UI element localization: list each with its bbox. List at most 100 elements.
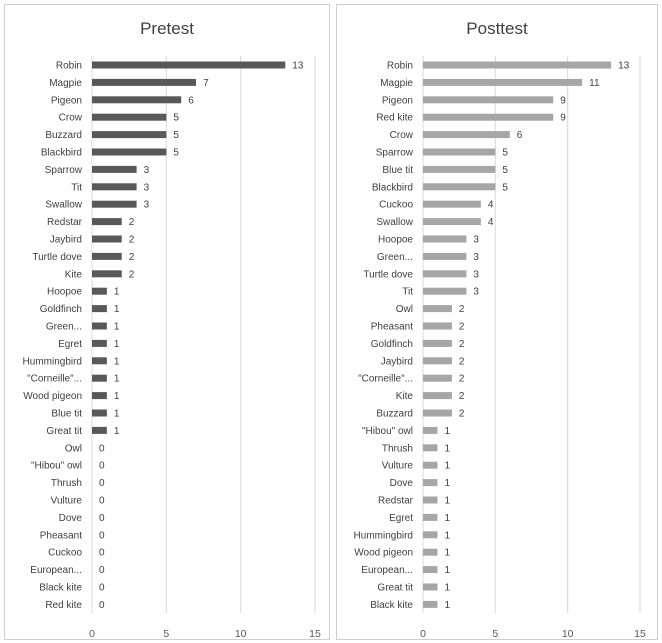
category-label: Magpie — [49, 78, 82, 89]
posttest-chart-panel: Posttest 0 5 10 15 Robin 13 Magpie 11 Pigeon 9 Red… — [336, 4, 658, 640]
category-label: Turtle dove — [363, 269, 413, 280]
data-label: 2 — [129, 252, 135, 263]
bar-jaybird — [92, 235, 122, 243]
data-label: 2 — [459, 356, 465, 367]
data-label: 0 — [99, 496, 105, 507]
bar-great-tit — [423, 583, 438, 591]
category-label: Redstar — [378, 496, 414, 507]
bar-thrush — [423, 444, 438, 452]
bar-goldfinch — [92, 305, 107, 313]
category-label: Swallow — [376, 217, 413, 228]
category-label: Black kite — [39, 583, 82, 594]
category-label: Egret — [58, 339, 82, 350]
x-tick-label: 5 — [163, 628, 169, 640]
data-label: 1 — [444, 478, 450, 489]
bar-cuckoo — [423, 200, 481, 208]
category-label: Vulture — [382, 461, 414, 472]
pretest-chart-panel: Pretest 0 5 10 15 Robin 13 Magpie 7 Pigeon 6 Crow 5… — [4, 4, 330, 640]
data-label: 6 — [188, 95, 194, 106]
data-label: 1 — [444, 513, 450, 524]
bar-magpie — [92, 78, 197, 86]
category-label: Goldfinch — [371, 339, 413, 350]
bar-blackbird — [92, 148, 167, 156]
data-label: 2 — [459, 409, 465, 420]
bar-blue-tit — [92, 409, 107, 417]
x-tick-label: 15 — [309, 628, 321, 640]
data-label: 3 — [144, 200, 150, 211]
data-label: 3 — [144, 182, 150, 193]
bar-swallow — [423, 218, 481, 226]
category-label: Blackbird — [372, 182, 413, 193]
bar-turtle-dove — [92, 252, 122, 260]
data-label: 3 — [473, 252, 479, 263]
bar-red-kite — [423, 113, 554, 121]
data-label: 1 — [114, 391, 120, 402]
category-label: Great tit — [377, 583, 413, 594]
category-label: Cuckoo — [379, 200, 413, 211]
data-label: 0 — [99, 565, 105, 576]
category-label: Buzzard — [376, 409, 413, 420]
bar-vulture — [423, 461, 438, 469]
data-label: 1 — [114, 322, 120, 333]
bar-robin — [423, 61, 612, 69]
bar-wood-pigeon — [92, 392, 107, 400]
data-label: 1 — [444, 461, 450, 472]
category-label: Hummingbird — [354, 530, 413, 541]
data-label: 1 — [444, 530, 450, 541]
category-label: Jaybird — [381, 356, 413, 367]
category-label: Owl — [65, 443, 82, 454]
data-label: 5 — [502, 148, 508, 159]
bar-black-kite — [423, 600, 438, 608]
category-label: Tit — [71, 182, 82, 193]
bar-crow — [423, 131, 510, 139]
category-label: Dove — [59, 513, 83, 524]
data-label: 1 — [114, 426, 120, 437]
category-label: Robin — [56, 61, 82, 72]
data-label: 1 — [444, 548, 450, 559]
data-label: 5 — [173, 130, 179, 141]
bar-redstar — [423, 496, 438, 504]
bar-owl — [423, 305, 452, 313]
data-label: 2 — [459, 339, 465, 350]
bar-kite — [92, 270, 122, 278]
data-label: 5 — [502, 165, 508, 176]
bar-pheasant — [423, 322, 452, 330]
data-label: 2 — [129, 235, 135, 246]
category-label: Red kite — [376, 113, 413, 124]
category-label: Turtle dove — [32, 252, 82, 263]
x-tick-label: 0 — [420, 628, 426, 640]
category-label: Blue tit — [382, 165, 413, 176]
data-label: 1 — [114, 287, 120, 298]
category-label: "Hibou" owl — [362, 426, 413, 437]
bar-pigeon — [423, 96, 554, 104]
data-label: 3 — [473, 287, 479, 298]
data-label: 3 — [144, 165, 150, 176]
data-label: 4 — [488, 217, 494, 228]
bar-hoopoe — [423, 235, 467, 243]
data-label: 1 — [444, 426, 450, 437]
data-label: 0 — [99, 530, 105, 541]
bar-hummingbird — [423, 531, 438, 539]
bar-tit — [92, 183, 137, 191]
bar-sparrow — [423, 148, 496, 156]
bar-pigeon — [92, 96, 182, 104]
bar-jaybird — [423, 357, 452, 365]
bar-tit — [423, 287, 467, 295]
category-label: Wood pigeon — [23, 391, 82, 402]
data-label: 1 — [444, 443, 450, 454]
data-label: 2 — [129, 269, 135, 280]
category-label: Blue tit — [51, 409, 82, 420]
data-label: 0 — [99, 548, 105, 559]
bar-swallow — [92, 200, 137, 208]
category-label: Jaybird — [50, 235, 82, 246]
category-label: "Hibou" owl — [31, 461, 82, 472]
bar-buzzard — [92, 131, 167, 139]
category-label: Green... — [46, 322, 82, 333]
bar-wood-pigeon — [423, 548, 438, 556]
category-label: Pigeon — [382, 95, 413, 106]
data-label: 9 — [560, 95, 566, 106]
x-tick-label: 15 — [634, 628, 646, 640]
data-label: 2 — [459, 374, 465, 385]
category-label: Red kite — [45, 600, 82, 611]
